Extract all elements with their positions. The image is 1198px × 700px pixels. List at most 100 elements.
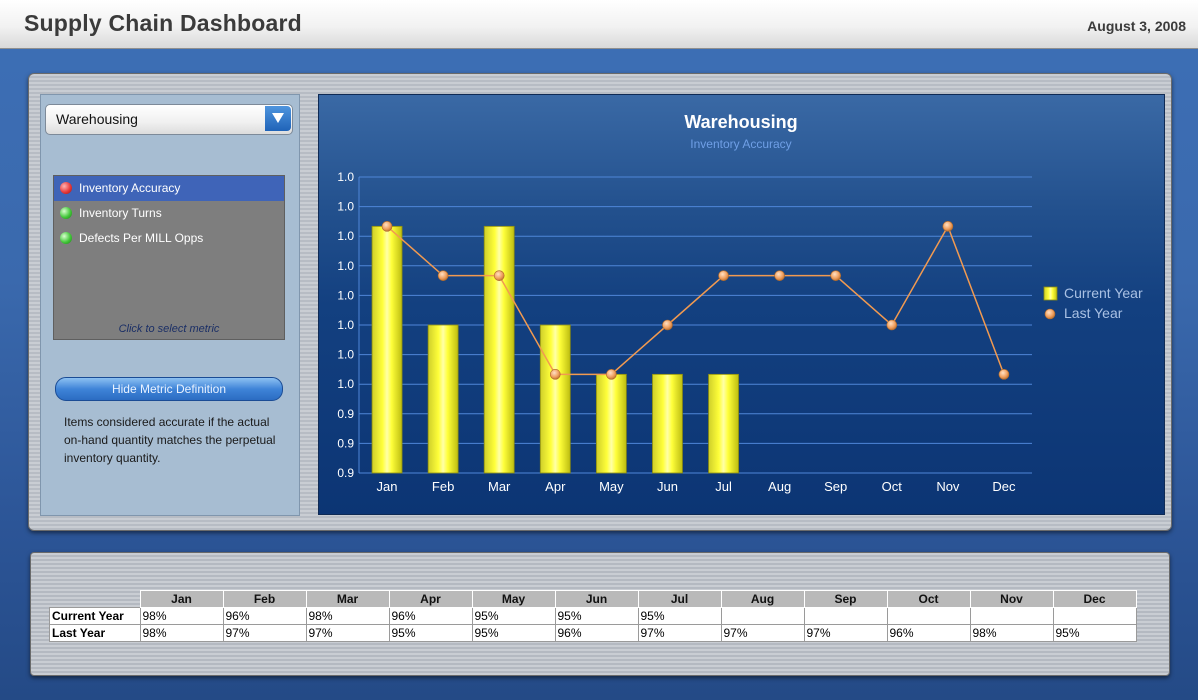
table-cell: 97% xyxy=(305,624,390,642)
metric-definition: Items considered accurate if the actual … xyxy=(64,415,276,465)
table-row: Last Year 98% 97% 97% 95% 95% 96% 97% 97% 97% 96% 9… xyxy=(49,624,1137,642)
point-last-year-aug[interactable] xyxy=(774,270,785,281)
table-cell: 96% xyxy=(388,607,473,625)
y-tick-label: 0.9 xyxy=(337,436,354,450)
chart-pane: Warehousing Inventory Accuracy 1.0 1.0 1.0… xyxy=(318,94,1165,515)
column-header: Feb xyxy=(222,590,307,608)
column-header: Sep xyxy=(803,590,888,608)
metric-sidebar: Warehousing Inventory Accuracy Inventory… xyxy=(40,94,300,516)
point-last-year-jan[interactable] xyxy=(381,221,393,232)
bar-current-year-jun[interactable] xyxy=(652,373,683,474)
table-cell: 98% xyxy=(969,624,1054,642)
point-last-year-apr[interactable] xyxy=(549,369,561,380)
y-tick-label: 1.0 xyxy=(337,348,354,362)
point-last-year-sep[interactable] xyxy=(830,270,842,281)
x-tick-label: Dec xyxy=(992,479,1016,494)
chevron-down-icon[interactable] xyxy=(265,106,291,131)
report-date: August 3, 2008 xyxy=(1087,18,1186,34)
table-cell xyxy=(803,607,888,625)
column-header: Jul xyxy=(637,590,722,608)
point-last-year-feb[interactable] xyxy=(437,270,449,281)
x-tick-label: Jul xyxy=(715,479,732,494)
column-header: Aug xyxy=(720,590,805,608)
table-cell xyxy=(720,607,805,625)
main-panel: Warehousing Inventory Accuracy Inventory… xyxy=(28,73,1172,531)
point-last-year-jul[interactable] xyxy=(718,270,729,281)
point-last-year-jun[interactable] xyxy=(662,319,673,331)
bar-current-year-jan[interactable] xyxy=(371,225,403,474)
table-cell: 97% xyxy=(720,624,805,642)
hide-definition-button[interactable]: Hide Metric Definition xyxy=(55,377,283,401)
legend-current-year-swatch xyxy=(1043,286,1058,301)
legend-last-year-swatch xyxy=(1044,308,1056,320)
metric-label: Inventory Turns xyxy=(79,206,162,220)
table-cell: 95% xyxy=(554,607,639,625)
x-tick-label: Aug xyxy=(768,479,791,494)
click-hint: Click to select metric xyxy=(118,323,220,335)
point-last-year-mar[interactable] xyxy=(493,270,505,281)
metric-list: Inventory Accuracy Inventory Turns Defec… xyxy=(53,175,285,340)
column-header: Oct xyxy=(886,590,971,608)
table-cell: 97% xyxy=(803,624,888,642)
table-cell: 97% xyxy=(222,624,307,642)
row-label: Current Year xyxy=(49,607,141,625)
y-tick-label: 1.0 xyxy=(337,288,354,302)
column-header: Nov xyxy=(969,590,1054,608)
bar-current-year-feb[interactable] xyxy=(427,324,459,474)
x-tick-label: Nov xyxy=(936,479,960,494)
point-last-year-oct[interactable] xyxy=(886,319,898,331)
column-header: Jun xyxy=(554,590,639,608)
point-last-year-dec[interactable] xyxy=(998,369,1010,380)
table-cell: 96% xyxy=(886,624,971,642)
column-header: Jan xyxy=(139,590,224,608)
x-tick-label: Sep xyxy=(824,479,847,494)
table-cell: 96% xyxy=(554,624,639,642)
column-header: May xyxy=(471,590,556,608)
point-last-year-may[interactable] xyxy=(606,369,617,380)
x-tick-label: Feb xyxy=(432,479,454,494)
app-header: Supply Chain Dashboard August 3, 2008 xyxy=(0,0,1198,49)
y-tick-label: 0.9 xyxy=(337,407,354,421)
chart-title: Warehousing xyxy=(684,112,797,132)
column-header: Apr xyxy=(388,590,473,608)
table-cell: 95% xyxy=(471,624,556,642)
column-header: Dec xyxy=(1052,590,1137,608)
status-green-icon xyxy=(60,232,72,244)
legend-current-year-label: Current Year xyxy=(1064,285,1143,301)
table-cell: 97% xyxy=(637,624,722,642)
table-cell: 95% xyxy=(388,624,473,642)
metric-item-defects-per-mill-opps[interactable]: Defects Per MILL Opps xyxy=(54,226,284,251)
bar-current-year-may[interactable] xyxy=(595,373,627,474)
x-tick-label: Oct xyxy=(882,479,903,494)
category-dropdown[interactable]: Warehousing xyxy=(45,104,293,135)
data-table: Jan Feb Mar Apr May Jun Jul Aug Sep Oct Nov Dec Cur… xyxy=(49,590,1137,642)
table-row: Current Year 98% 96% 98% 96% 95% 95% 95% xyxy=(49,607,1137,625)
dropdown-value: Warehousing xyxy=(56,111,138,127)
column-header: Mar xyxy=(305,590,390,608)
bar-current-year-jul[interactable] xyxy=(708,373,739,474)
metric-label: Defects Per MILL Opps xyxy=(79,231,204,245)
status-red-icon xyxy=(60,182,72,194)
chart-subtitle: Inventory Accuracy xyxy=(690,137,791,151)
point-last-year-nov[interactable] xyxy=(942,221,954,232)
bar-current-year-mar[interactable] xyxy=(483,225,515,474)
app-title: Supply Chain Dashboard xyxy=(24,10,302,36)
metric-item-inventory-turns[interactable]: Inventory Turns xyxy=(54,201,284,226)
table-cell: 96% xyxy=(222,607,307,625)
table-corner xyxy=(50,591,141,608)
row-label: Last Year xyxy=(49,624,141,642)
x-tick-label: May xyxy=(599,479,624,494)
inventory-accuracy-chart: Warehousing Inventory Accuracy 1.0 1.0 1.0… xyxy=(337,112,1143,494)
table-cell: 98% xyxy=(139,607,224,625)
y-tick-label: 1.0 xyxy=(337,170,354,184)
line-last-year xyxy=(386,224,1005,376)
y-tick-label: 1.0 xyxy=(337,377,354,391)
y-tick-label: 0.9 xyxy=(337,466,354,480)
metric-item-inventory-accuracy[interactable]: Inventory Accuracy xyxy=(54,176,284,201)
table-cell: 98% xyxy=(305,607,390,625)
table-cell xyxy=(1052,607,1137,625)
bar-current-year-apr[interactable] xyxy=(539,324,571,474)
y-tick-label: 1.0 xyxy=(337,259,354,273)
metric-label: Inventory Accuracy xyxy=(79,181,181,195)
table-cell xyxy=(969,607,1054,625)
